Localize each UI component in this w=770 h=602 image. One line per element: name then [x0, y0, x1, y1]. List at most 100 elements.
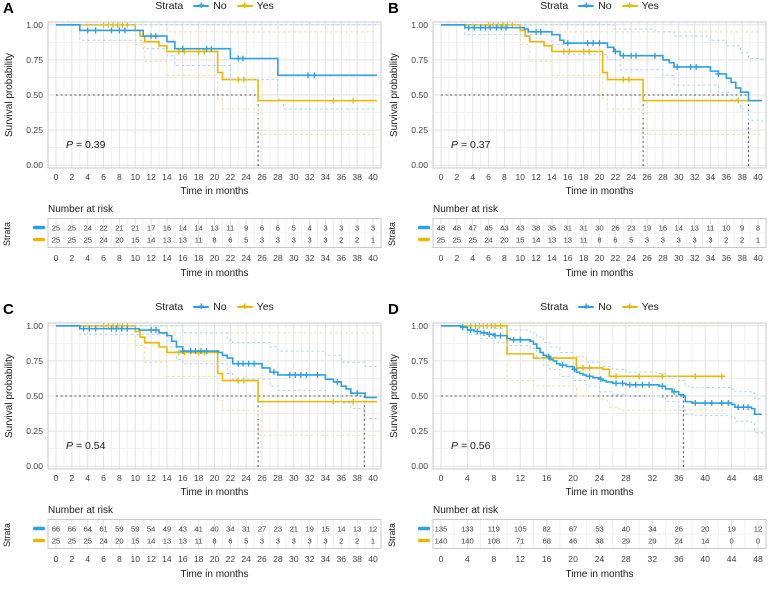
- svg-text:53: 53: [595, 524, 603, 533]
- no-confidence-interval: [441, 325, 763, 434]
- no-row-marker-icon: [33, 225, 45, 230]
- svg-text:16: 16: [178, 473, 188, 483]
- svg-text:34: 34: [706, 253, 716, 263]
- svg-text:18: 18: [579, 253, 589, 263]
- svg-text:2: 2: [724, 235, 728, 244]
- no-row-marker-icon: [418, 225, 430, 230]
- svg-text:35: 35: [548, 223, 556, 232]
- svg-text:16: 16: [542, 554, 552, 564]
- svg-text:16: 16: [563, 253, 573, 263]
- risk-row-yes: 25 25 25 24 20 15 14 13 13 11 8 6 5 3 3 3 3 3 2 2 1: [33, 235, 375, 244]
- svg-text:6: 6: [101, 473, 106, 483]
- svg-text:66: 66: [68, 524, 76, 533]
- no-confidence-interval: [56, 325, 377, 419]
- legend-title: Strata: [155, 0, 184, 12]
- svg-text:0: 0: [54, 253, 59, 263]
- svg-text:2: 2: [69, 253, 74, 263]
- svg-text:105: 105: [514, 524, 527, 533]
- svg-text:20: 20: [210, 253, 220, 263]
- svg-text:29: 29: [622, 536, 630, 545]
- svg-text:3: 3: [323, 536, 327, 545]
- svg-text:6: 6: [260, 223, 264, 232]
- svg-text:20: 20: [115, 235, 123, 244]
- yes-line-marker-icon: +: [236, 302, 253, 313]
- svg-text:36: 36: [337, 253, 347, 263]
- x-axis-title: Time in months: [180, 569, 249, 580]
- svg-text:0.50: 0.50: [26, 90, 43, 100]
- svg-text:25: 25: [68, 235, 76, 244]
- svg-text:0.50: 0.50: [26, 391, 43, 401]
- svg-text:10: 10: [515, 253, 525, 263]
- svg-text:8: 8: [212, 536, 216, 545]
- svg-text:20: 20: [568, 473, 578, 483]
- risk-gridlines: [433, 218, 766, 248]
- svg-text:27: 27: [258, 524, 266, 533]
- svg-text:28: 28: [621, 554, 631, 564]
- svg-text:6: 6: [228, 536, 232, 545]
- svg-text:3: 3: [260, 536, 264, 545]
- risk-strata-axis-label: Strata: [387, 222, 397, 247]
- svg-text:1: 1: [371, 536, 375, 545]
- svg-text:0.00: 0.00: [26, 461, 43, 471]
- svg-text:21: 21: [115, 223, 123, 232]
- risk-strata-axis-label: Strata: [387, 523, 397, 548]
- svg-text:24: 24: [241, 473, 251, 483]
- svg-text:38: 38: [595, 536, 603, 545]
- legend-label-yes: Yes: [641, 301, 659, 313]
- svg-text:24: 24: [626, 172, 636, 182]
- x-tick-labels: 0 2 4 6 8 10 12 14 16 18 20 22 24 26 28 30 32 34 36 38 40: [439, 172, 763, 182]
- svg-text:3: 3: [692, 235, 696, 244]
- svg-text:0.75: 0.75: [26, 55, 43, 65]
- strata-legend: Strata + No + Yes: [48, 0, 381, 13]
- svg-text:0.50: 0.50: [411, 90, 428, 100]
- svg-text:8: 8: [117, 554, 122, 564]
- svg-text:0: 0: [439, 473, 444, 483]
- svg-text:140: 140: [461, 536, 474, 545]
- svg-text:8: 8: [491, 554, 496, 564]
- p-symbol: P: [66, 440, 74, 452]
- x-axis-title: Time in months: [180, 268, 249, 279]
- svg-text:0: 0: [439, 172, 444, 182]
- svg-text:10: 10: [130, 554, 140, 564]
- svg-text:2: 2: [339, 235, 343, 244]
- svg-text:16: 16: [178, 172, 188, 182]
- legend-title: Strata: [540, 301, 569, 313]
- panel-letter: C: [3, 301, 14, 318]
- svg-text:40: 40: [368, 172, 378, 182]
- no-line-marker-icon: +: [578, 1, 595, 12]
- svg-text:71: 71: [516, 536, 524, 545]
- risk-x-tick-labels: 0 2 4 6 8 10 12 14 16 18 20 22 24 26 28 30 32 34 36 38 40: [439, 253, 763, 263]
- risk-gridlines: [48, 218, 381, 248]
- x-tick-labels: 0 2 4 6 8 10 12 14 16 18 20 22 24 26 28 30 32 34 36 38 40: [54, 473, 378, 483]
- svg-text:25: 25: [437, 235, 445, 244]
- svg-text:32: 32: [690, 172, 700, 182]
- y-tick-labels: 0.00 0.25 0.50 0.75 1.00: [26, 20, 43, 170]
- svg-text:24: 24: [241, 253, 251, 263]
- risk-table-title: Number at risk: [433, 204, 499, 215]
- svg-text:25: 25: [52, 235, 60, 244]
- svg-text:3: 3: [355, 223, 359, 232]
- strata-legend: Strata + No + Yes: [48, 300, 381, 314]
- svg-text:40: 40: [700, 473, 710, 483]
- panel-b: B Strata + No + Yes Survival probability…: [385, 0, 770, 301]
- risk-strata-axis-label: Strata: [2, 222, 12, 247]
- no-survival-curve: [56, 325, 377, 399]
- svg-text:30: 30: [289, 172, 299, 182]
- no-row-marker-icon: [418, 526, 430, 531]
- plot-border: [432, 21, 767, 169]
- svg-text:12: 12: [531, 172, 541, 182]
- svg-text:12: 12: [146, 253, 156, 263]
- svg-text:12: 12: [146, 554, 156, 564]
- no-line-marker-icon: +: [578, 302, 595, 313]
- svg-text:59: 59: [131, 524, 139, 533]
- median-reference-lines: [441, 395, 684, 469]
- legend-title: Strata: [540, 0, 569, 12]
- svg-text:22: 22: [226, 253, 236, 263]
- svg-text:36: 36: [674, 554, 684, 564]
- svg-text:67: 67: [569, 524, 577, 533]
- svg-text:25: 25: [68, 223, 76, 232]
- svg-text:48: 48: [437, 223, 445, 232]
- svg-text:38: 38: [352, 554, 362, 564]
- svg-text:22: 22: [226, 473, 236, 483]
- svg-text:8: 8: [117, 253, 122, 263]
